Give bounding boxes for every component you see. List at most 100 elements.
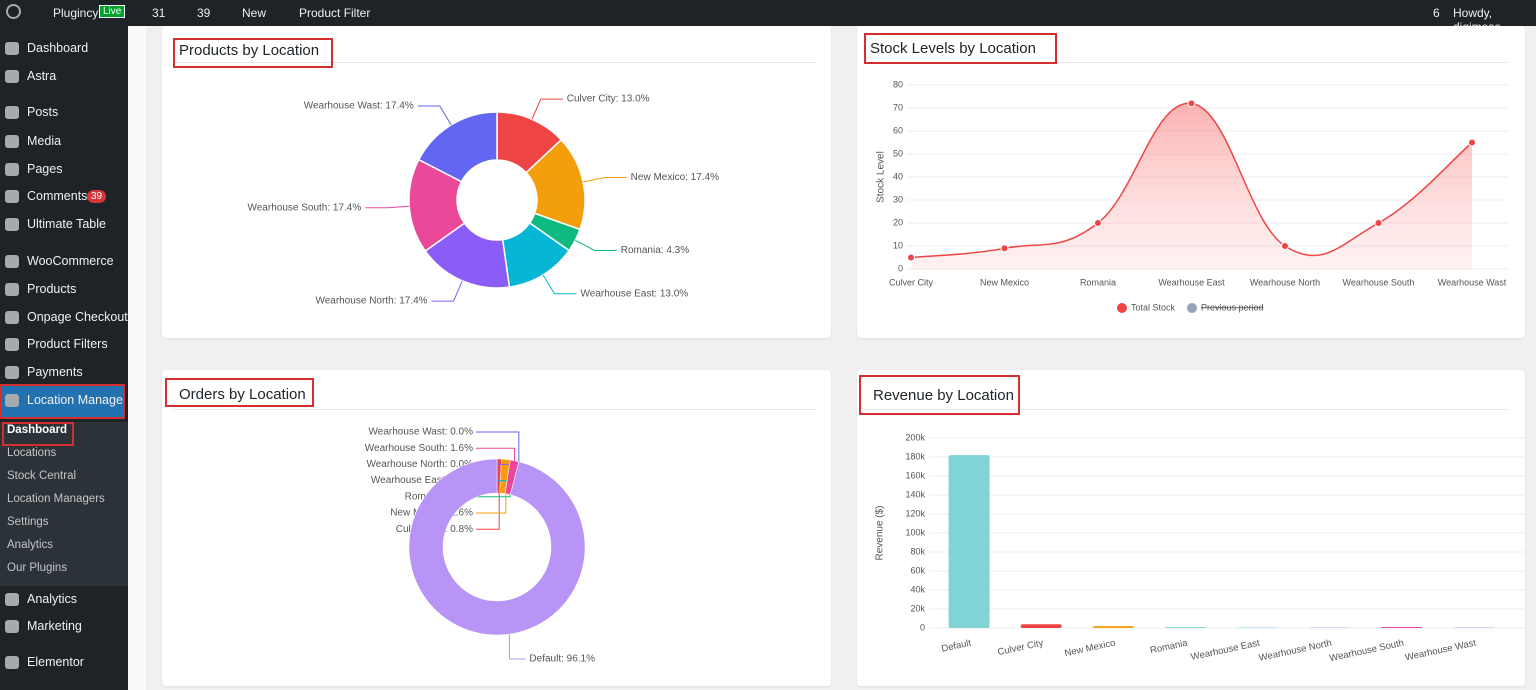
y-tick-label: 80k [910, 546, 925, 556]
wp-logo[interactable] [6, 4, 21, 19]
x-tick-label: Culver City [997, 638, 1045, 658]
menu-item[interactable]: Analytics [27, 592, 78, 606]
notifications[interactable]: 6 [1433, 6, 1440, 20]
menu-item[interactable]: Posts [27, 105, 59, 119]
x-tick-label: Romania [1080, 277, 1116, 287]
menu-item[interactable]: Dashboard [27, 41, 89, 55]
leader-line [431, 280, 463, 302]
admin-bar: Plugincy Live 31 39 New Product Filter 6… [0, 0, 1536, 34]
point [1281, 242, 1289, 250]
data-label: Default: 96.1% [529, 654, 595, 665]
menu-item[interactable]: Elementor [27, 655, 84, 669]
menu-item[interactable]: Ultimate Table [27, 217, 106, 231]
site-name[interactable]: Plugincy [53, 6, 99, 20]
leader-line [531, 98, 563, 120]
leader-line [508, 634, 526, 660]
submenu-item[interactable]: Location Managers [7, 493, 105, 505]
menu-item[interactable]: WooCommerce [27, 254, 114, 268]
data-label: Culver City: 13.0% [567, 94, 650, 105]
y-tick-label: 70 [893, 102, 903, 112]
y-tick-label: 60k [910, 565, 925, 575]
menu-icon [5, 366, 19, 379]
menu-icon [5, 42, 19, 55]
data-label: Wearhouse East: 0.0% [371, 475, 473, 486]
y-tick-label: 40k [910, 584, 925, 594]
submenu-item[interactable]: Stock Central [7, 470, 77, 482]
y-tick-label: 60 [893, 125, 903, 135]
bar [1020, 624, 1062, 628]
menu-item[interactable]: Marketing [27, 619, 82, 633]
bar [1381, 627, 1423, 628]
menu-item[interactable]: Astra [27, 69, 57, 83]
submenu-item[interactable]: Our Plugins [7, 562, 68, 574]
comments[interactable]: 39 [197, 6, 211, 20]
point [1094, 219, 1102, 227]
menu-icon [5, 218, 19, 231]
legend-swatch [1187, 303, 1197, 313]
menu-icon [5, 190, 19, 203]
submenu-item[interactable]: Locations [7, 447, 57, 459]
menu-icon [5, 106, 19, 119]
x-tick-label: Wearhouse North [1258, 638, 1333, 664]
menu-item[interactable]: Payments [27, 365, 83, 379]
updates[interactable]: 31 [152, 6, 166, 20]
menu-icon [5, 135, 19, 148]
x-tick-label: Wearhouse East [1158, 277, 1225, 287]
point [1000, 244, 1009, 253]
legend-swatch [1117, 303, 1127, 313]
x-tick-label: New Mexico [980, 277, 1029, 287]
point [907, 253, 915, 262]
live-badge: Live [99, 5, 126, 18]
highlight [2, 422, 74, 446]
menu-item[interactable]: Pages [27, 162, 63, 176]
submenu-item[interactable]: Dashboard [7, 424, 68, 436]
submenu-bg [0, 422, 128, 586]
data-label: Wearhouse East: 13.0% [581, 288, 689, 299]
product-filter[interactable]: Product Filter [299, 6, 371, 20]
leader-line [574, 239, 617, 251]
x-tick-label: Wearhouse South [1343, 277, 1415, 287]
leader-line [583, 177, 627, 183]
card-title: Stock Levels by Location [864, 33, 1057, 64]
menu-item[interactable]: Products [27, 282, 77, 296]
menu-item[interactable]: Product Filters [27, 337, 108, 351]
y-axis-label: Stock Level [876, 151, 887, 203]
leader-line [476, 459, 500, 530]
gutter [128, 26, 146, 690]
leader-line [476, 447, 516, 461]
y-tick-label: 200k [905, 432, 925, 442]
y-tick-label: 180k [905, 451, 925, 461]
y-tick-label: 40 [893, 171, 903, 181]
menu-item[interactable]: Media [27, 134, 62, 148]
y-tick-label: 20 [893, 217, 903, 227]
data-label: Wearhouse Wast: 17.4% [304, 101, 414, 112]
x-tick-label: Wearhouse Wast [1404, 638, 1477, 664]
data-label: Wearhouse South: 17.4% [247, 202, 361, 213]
new[interactable]: New [242, 6, 267, 20]
leader-line [476, 431, 520, 462]
menu-item[interactable]: Onpage Checkout [27, 310, 128, 324]
menu-item[interactable]: Comments [27, 189, 88, 203]
submenu-item[interactable]: Analytics [7, 539, 54, 551]
leader-line [365, 205, 410, 209]
menu-item[interactable]: Location Manage [27, 393, 123, 407]
data-label: Wearhouse North: 17.4% [315, 296, 427, 307]
rule [864, 62, 1508, 63]
x-tick-label: Romania [1149, 637, 1189, 656]
leader-line [542, 274, 577, 295]
submenu-item[interactable]: Settings [7, 516, 49, 528]
menu-icon [5, 255, 19, 268]
bar [948, 455, 990, 628]
menu-icon [5, 70, 19, 83]
bar [1092, 626, 1134, 628]
sidebar: Dashboard Astra Posts Media Pages Comments Ult… [0, 26, 128, 690]
data-label: New Mexico: 17.4% [631, 172, 719, 183]
area [911, 103, 1472, 270]
x-tick-label: Wearhouse East [1190, 638, 1261, 663]
x-tick-label: New Mexico [1064, 638, 1117, 660]
rule [173, 409, 817, 410]
card-title: Orders by Location [165, 378, 314, 407]
y-tick-label: 0 [920, 622, 925, 632]
